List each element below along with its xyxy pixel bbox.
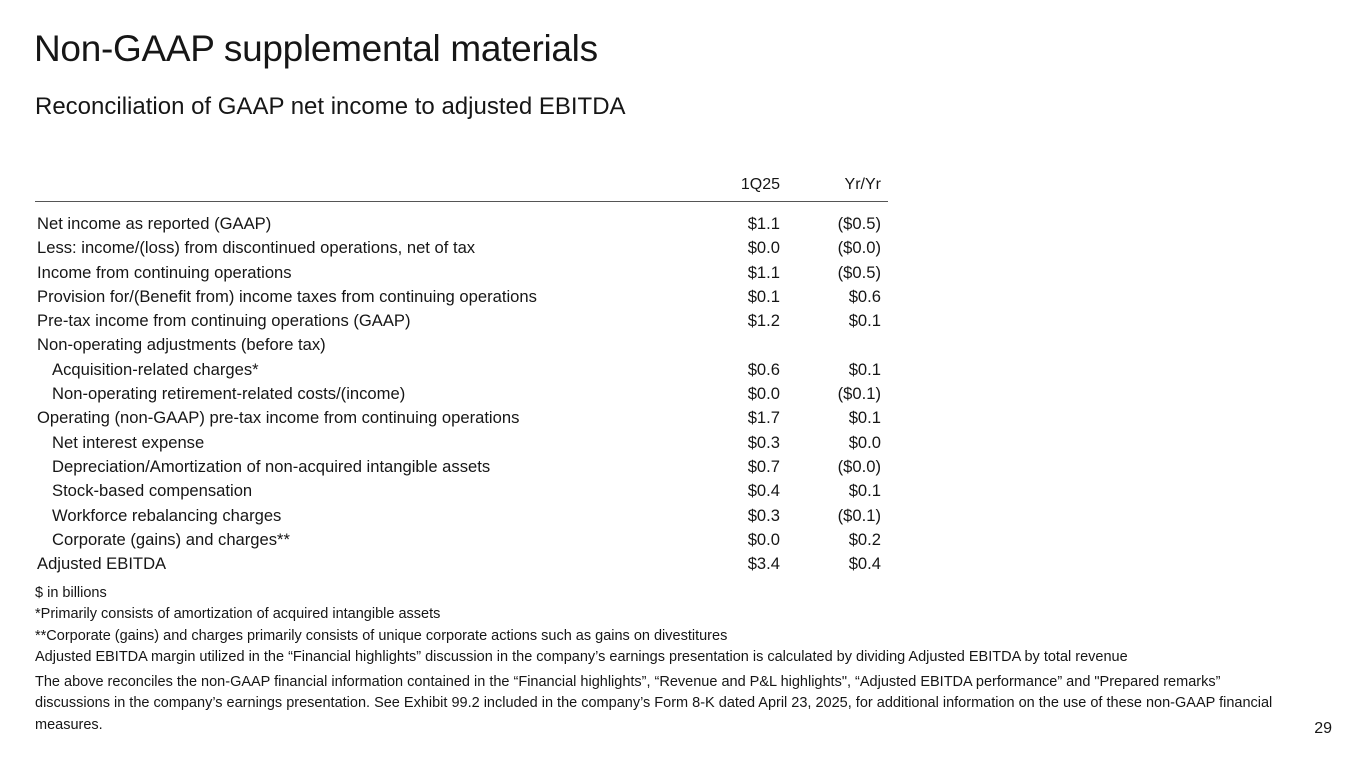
row-label: Corporate (gains) and charges**: [52, 529, 290, 549]
value-1q25: $0.0: [747, 529, 780, 549]
value-yr-yr: $0.2: [848, 529, 881, 549]
page-number: 29: [1314, 720, 1332, 737]
row-label: Acquisition-related charges*: [52, 359, 259, 379]
value-yr-yr: $0.1: [848, 481, 881, 501]
value-yr-yr: ($0.0): [837, 456, 881, 476]
value-1q25: $0.4: [747, 481, 780, 501]
value-yr-yr: ($0.1): [837, 505, 881, 525]
value-1q25: $0.3: [747, 432, 780, 452]
value-yr-yr: $0.0: [848, 432, 881, 452]
value-yr-yr: ($0.0): [837, 238, 881, 258]
table-row: Non-operating retirement-related costs/(…: [35, 382, 888, 406]
table-row: Net interest expense $0.3 $0.0: [35, 431, 888, 455]
value-1q25: $0.6: [747, 359, 780, 379]
value-1q25: $1.2: [747, 311, 780, 331]
page-title: Non-GAAP supplemental materials: [34, 28, 598, 69]
value-yr-yr: ($0.1): [837, 384, 881, 404]
footnote-2: **Corporate (gains) and charges primaril…: [35, 627, 728, 644]
value-yr-yr: $0.1: [848, 359, 881, 379]
row-label: Less: income/(loss) from discontinued op…: [37, 238, 476, 258]
disclaimer-paragraph: The above reconciles the non-GAAP financ…: [35, 674, 1273, 733]
footnote-3: Adjusted EBITDA margin utilized in the “…: [35, 648, 1128, 665]
row-label: Provision for/(Benefit from) income taxe…: [37, 286, 537, 306]
row-label: Operating (non-GAAP) pre-tax income from…: [37, 408, 520, 428]
value-1q25: $1.1: [747, 214, 780, 233]
value-1q25: $0.3: [747, 505, 780, 525]
footnotes: $ in billions *Primarily consists of amo…: [35, 583, 1128, 668]
table-row: Net income as reported (GAAP) $1.1 ($0.5): [35, 212, 888, 236]
value-yr-yr: ($0.5): [837, 214, 881, 233]
value-yr-yr: $0.6: [848, 286, 881, 306]
row-label: Workforce rebalancing charges: [52, 505, 282, 525]
table-row: Pre-tax income from continuing operation…: [35, 309, 888, 333]
value-1q25: $0.1: [747, 286, 780, 306]
value-1q25: $0.0: [747, 384, 780, 404]
page-subtitle: Reconciliation of GAAP net income to adj…: [35, 93, 626, 120]
table-body: Net income as reported (GAAP) $1.1 ($0.5) L…: [35, 202, 888, 576]
reconciliation-table: 1Q25 Yr/Yr Net income as reported (GAAP)…: [35, 176, 888, 576]
footnote-1: *Primarily consists of amortization of a…: [35, 606, 441, 623]
column-header-1q25: 1Q25: [740, 176, 780, 193]
table-row: Corporate (gains) and charges** $0.0 $0.2: [35, 528, 888, 552]
row-label: Adjusted EBITDA: [37, 554, 167, 574]
value-1q25: $0.0: [747, 238, 780, 258]
table-row: Income from continuing operations $1.1 ($0…: [35, 261, 888, 285]
value-yr-yr: ($0.5): [837, 262, 881, 282]
row-label: Depreciation/Amortization of non-acquire…: [52, 456, 491, 476]
table-row: Stock-based compensation $0.4 $0.1: [35, 479, 888, 503]
value-1q25: $3.4: [747, 554, 780, 574]
value-1q25: $1.1: [747, 262, 780, 282]
table-row: Non-operating adjustments (before tax): [35, 333, 888, 357]
value-yr-yr: $0.1: [848, 311, 881, 331]
row-label: Income from continuing operations: [37, 262, 292, 282]
row-label: Net interest expense: [52, 432, 205, 452]
row-label: Net income as reported (GAAP): [37, 214, 272, 233]
row-label: Stock-based compensation: [52, 481, 253, 501]
row-label: Pre-tax income from continuing operation…: [37, 311, 411, 331]
value-1q25: $1.7: [747, 408, 780, 428]
table-header: 1Q25 Yr/Yr: [35, 176, 888, 202]
row-label: Non-operating retirement-related costs/(…: [52, 384, 406, 404]
table-row: Provision for/(Benefit from) income taxe…: [35, 285, 888, 309]
value-1q25: $0.7: [747, 456, 780, 476]
value-yr-yr: $0.1: [848, 408, 881, 428]
row-label: Non-operating adjustments (before tax): [37, 335, 326, 355]
value-yr-yr: $0.4: [848, 554, 881, 574]
table-row: Workforce rebalancing charges $0.3 ($0.1): [35, 504, 888, 528]
table-row: Operating (non-GAAP) pre-tax income from…: [35, 406, 888, 430]
table-row: Less: income/(loss) from discontinued op…: [35, 236, 888, 260]
table-row: Adjusted EBITDA $3.4 $0.4: [35, 552, 888, 576]
table-row: Acquisition-related charges* $0.6 $0.1: [35, 358, 888, 382]
footnote-units: $ in billions: [35, 585, 107, 601]
table-row: Depreciation/Amortization of non-acquire…: [35, 455, 888, 479]
column-header-yr-yr: Yr/Yr: [844, 176, 881, 193]
